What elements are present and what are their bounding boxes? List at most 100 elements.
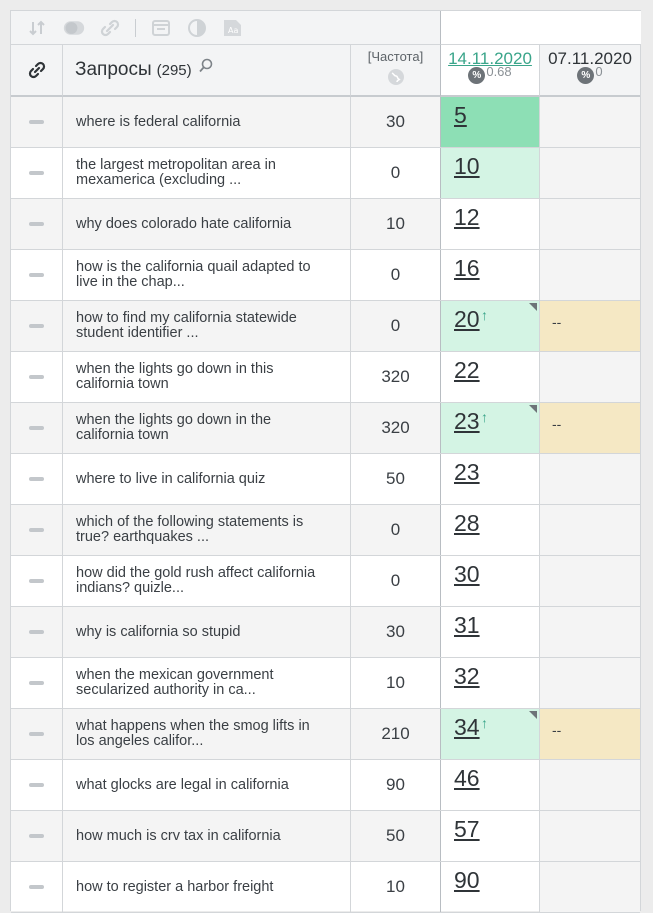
toolbar: Aa bbox=[11, 11, 456, 45]
query-cell[interactable]: why does colorado hate california bbox=[63, 199, 351, 249]
previous-position-cell[interactable] bbox=[540, 811, 640, 861]
query-cell[interactable]: what happens when the smog lifts in los … bbox=[63, 709, 351, 759]
row-status-cell[interactable] bbox=[11, 352, 63, 402]
position-cell[interactable]: 32 bbox=[441, 658, 540, 708]
previous-position-cell[interactable]: -- bbox=[540, 403, 640, 453]
position-link[interactable]: 90 bbox=[454, 867, 480, 893]
query-cell[interactable]: what glocks are legal in california bbox=[63, 760, 351, 810]
previous-position-cell[interactable] bbox=[540, 148, 640, 198]
position-cell[interactable]: 10 bbox=[441, 148, 540, 198]
row-status-cell[interactable] bbox=[11, 862, 63, 912]
table-row: how much is crv tax in california 50 57 bbox=[11, 811, 640, 862]
row-status-cell[interactable] bbox=[11, 607, 63, 657]
row-status-cell[interactable] bbox=[11, 148, 63, 198]
row-status-cell[interactable] bbox=[11, 250, 63, 300]
position-link[interactable]: 57 bbox=[454, 816, 480, 842]
position-cell[interactable]: 31 bbox=[441, 607, 540, 657]
query-cell[interactable]: when the lights go down in the californi… bbox=[63, 403, 351, 453]
query-cell[interactable]: how to find my california statewide stud… bbox=[63, 301, 351, 351]
position-link[interactable]: 23 bbox=[454, 408, 480, 434]
previous-position-cell[interactable] bbox=[540, 199, 640, 249]
position-link[interactable]: 46 bbox=[454, 765, 480, 791]
position-link[interactable]: 16 bbox=[454, 255, 480, 281]
position-cell[interactable]: 30 bbox=[441, 556, 540, 606]
row-status-cell[interactable] bbox=[11, 505, 63, 555]
row-status-cell[interactable] bbox=[11, 556, 63, 606]
row-status-cell[interactable] bbox=[11, 199, 63, 249]
query-cell[interactable]: which of the following statements is tru… bbox=[63, 505, 351, 555]
row-status-cell[interactable] bbox=[11, 709, 63, 759]
search-icon[interactable] bbox=[198, 58, 214, 79]
sort-icon[interactable] bbox=[27, 17, 49, 39]
previous-position-cell[interactable] bbox=[540, 250, 640, 300]
row-status-cell[interactable] bbox=[11, 760, 63, 810]
position-link[interactable]: 28 bbox=[454, 510, 480, 536]
unlink-icon[interactable] bbox=[99, 17, 121, 39]
previous-position-cell[interactable] bbox=[540, 454, 640, 504]
frequency-cell: 0 bbox=[351, 505, 441, 555]
position-cell[interactable]: 90 bbox=[441, 862, 540, 912]
position-link[interactable]: 32 bbox=[454, 663, 480, 689]
position-link[interactable]: 10 bbox=[454, 153, 480, 179]
position-link[interactable]: 30 bbox=[454, 561, 480, 587]
position-cell[interactable]: 34 ↑ bbox=[441, 709, 540, 759]
date-current-link[interactable]: 14.11.2020 bbox=[448, 49, 532, 68]
position-cell[interactable]: 22 bbox=[441, 352, 540, 402]
query-cell[interactable]: why is california so stupid bbox=[63, 607, 351, 657]
query-cell[interactable]: the largest metropolitan area in mexamer… bbox=[63, 148, 351, 198]
link-column-header[interactable] bbox=[11, 45, 63, 97]
position-link[interactable]: 12 bbox=[454, 204, 480, 230]
previous-position-cell[interactable] bbox=[540, 556, 640, 606]
position-link[interactable]: 20 bbox=[454, 306, 480, 332]
previous-position-cell[interactable] bbox=[540, 352, 640, 402]
previous-position-cell[interactable] bbox=[540, 607, 640, 657]
position-cell[interactable]: 46 bbox=[441, 760, 540, 810]
query-column-header[interactable]: Запросы (295) bbox=[63, 45, 351, 97]
font-size-icon[interactable]: Aa bbox=[222, 17, 244, 39]
previous-position-cell[interactable] bbox=[540, 97, 640, 147]
position-cell[interactable]: 12 bbox=[441, 199, 540, 249]
minus-icon bbox=[29, 120, 44, 124]
previous-position-cell[interactable]: -- bbox=[540, 709, 640, 759]
query-cell[interactable]: when the mexican government secularized … bbox=[63, 658, 351, 708]
query-cell[interactable]: how to register a harbor freight bbox=[63, 862, 351, 912]
position-link[interactable]: 5 bbox=[454, 102, 467, 128]
position-up-arrow: ↑ bbox=[481, 409, 488, 425]
frequency-column-header[interactable]: [Частота] bbox=[351, 45, 441, 97]
query-cell[interactable]: how much is crv tax in california bbox=[63, 811, 351, 861]
position-cell[interactable]: 20 ↑ bbox=[441, 301, 540, 351]
query-text: how much is crv tax in california bbox=[76, 827, 281, 844]
position-cell[interactable]: 5 bbox=[441, 97, 540, 147]
position-cell[interactable]: 23 ↑ bbox=[441, 403, 540, 453]
position-cell[interactable]: 16 bbox=[441, 250, 540, 300]
row-status-cell[interactable] bbox=[11, 301, 63, 351]
position-cell[interactable]: 23 bbox=[441, 454, 540, 504]
calendar-icon[interactable] bbox=[150, 17, 172, 39]
row-status-cell[interactable] bbox=[11, 97, 63, 147]
position-link[interactable]: 22 bbox=[454, 357, 480, 383]
position-cell[interactable]: 28 bbox=[441, 505, 540, 555]
position-link[interactable]: 31 bbox=[454, 612, 480, 638]
position-link[interactable]: 34 bbox=[454, 714, 480, 740]
previous-position-cell[interactable] bbox=[540, 505, 640, 555]
query-cell[interactable]: where is federal california bbox=[63, 97, 351, 147]
row-status-cell[interactable] bbox=[11, 658, 63, 708]
contrast-icon[interactable] bbox=[186, 17, 208, 39]
position-cell[interactable]: 57 bbox=[441, 811, 540, 861]
row-status-cell[interactable] bbox=[11, 811, 63, 861]
date-column-header-current[interactable]: 14.11.2020 % 0.68 bbox=[441, 45, 540, 97]
query-cell[interactable]: when the lights go down in this californ… bbox=[63, 352, 351, 402]
svg-text:Aa: Aa bbox=[228, 26, 238, 35]
previous-position-cell[interactable] bbox=[540, 862, 640, 912]
toggle-icon[interactable] bbox=[63, 17, 85, 39]
previous-position-cell[interactable] bbox=[540, 760, 640, 810]
query-cell[interactable]: where to live in california quiz bbox=[63, 454, 351, 504]
query-cell[interactable]: how did the gold rush affect california … bbox=[63, 556, 351, 606]
position-link[interactable]: 23 bbox=[454, 459, 480, 485]
previous-position-cell[interactable] bbox=[540, 658, 640, 708]
previous-position-cell[interactable]: -- bbox=[540, 301, 640, 351]
row-status-cell[interactable] bbox=[11, 403, 63, 453]
query-cell[interactable]: how is the california quail adapted to l… bbox=[63, 250, 351, 300]
row-status-cell[interactable] bbox=[11, 454, 63, 504]
date-column-header-previous[interactable]: 07.11.2020 % 0 bbox=[540, 45, 640, 97]
